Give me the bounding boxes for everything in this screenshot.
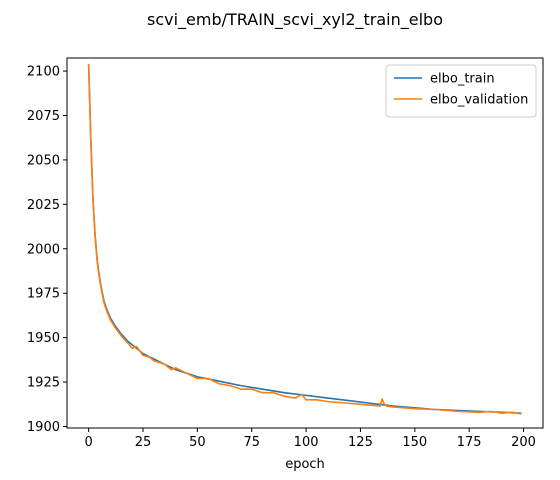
y-axis: 1900 1925 1950 1975 2000 2025 2050 2075 2100 [27, 65, 67, 435]
x-tick-label: 0 [84, 435, 92, 450]
x-tick-label: 50 [189, 435, 206, 450]
y-tick-label: 2000 [27, 242, 60, 257]
x-axis-label: epoch [285, 457, 325, 472]
x-axis: 0 25 50 75 100 125 150 175 200 [84, 428, 536, 450]
x-tick-label: 200 [511, 435, 536, 450]
legend: elbo_train elbo_validation [385, 64, 537, 118]
y-tick-label: 1975 [27, 287, 60, 302]
x-tick-label: 175 [457, 435, 482, 450]
x-tick-label: 125 [348, 435, 373, 450]
x-tick-label: 150 [402, 435, 427, 450]
y-tick-label: 1925 [27, 376, 60, 391]
series-line-elbo-validation [87, 63, 522, 415]
x-tick-label: 75 [243, 435, 260, 450]
y-tick-label: 2100 [27, 65, 60, 80]
legend-label-elbo-validation: elbo_validation [430, 93, 528, 108]
x-tick-label: 25 [135, 435, 152, 450]
y-tick-label: 1900 [27, 420, 60, 435]
y-tick-label: 2075 [27, 109, 60, 124]
chart-title: scvi_emb/TRAIN_scvi_xyl2_train_elbo [147, 10, 443, 30]
x-tick-label: 100 [294, 435, 319, 450]
series-layer [87, 63, 522, 415]
legend-box [385, 64, 537, 118]
legend-label-elbo-train: elbo_train [430, 72, 495, 87]
y-tick-label: 2025 [27, 198, 60, 213]
y-tick-label: 2050 [27, 153, 60, 168]
y-tick-label: 1950 [27, 331, 60, 346]
plot-frame [66, 57, 544, 429]
